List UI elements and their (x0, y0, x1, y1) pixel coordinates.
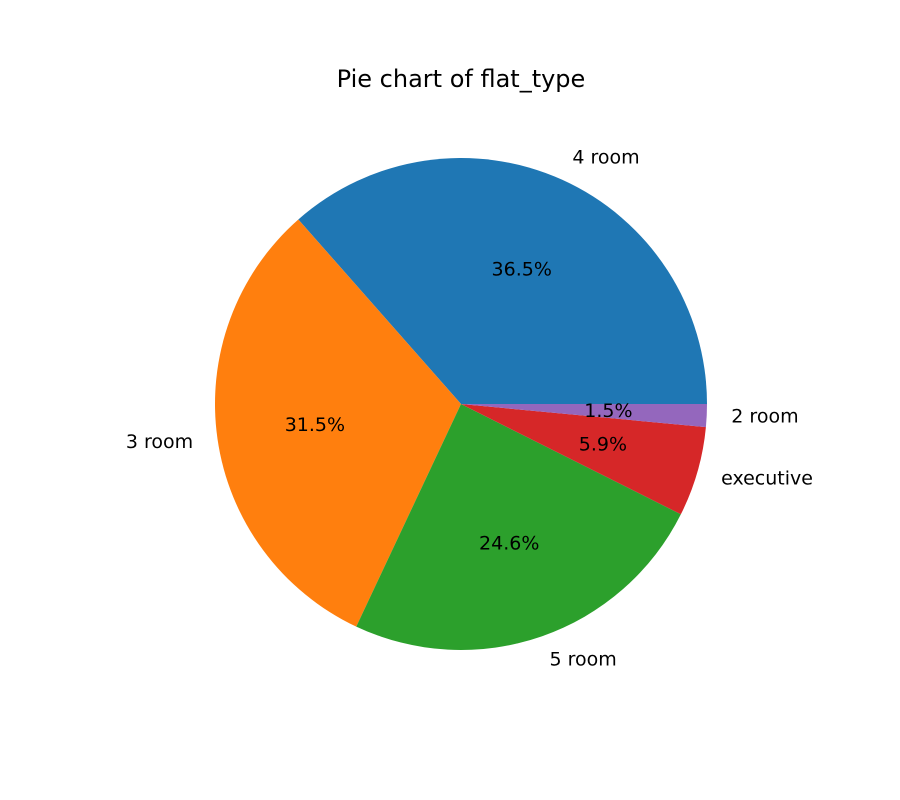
slice-label-executive: executive (721, 468, 813, 490)
slice-label-2-room: 2 room (731, 406, 798, 428)
slice-percent-5-room: 24.6% (479, 533, 539, 555)
slice-percent-executive: 5.9% (579, 434, 627, 456)
slice-percent-4-room: 36.5% (492, 259, 552, 281)
pie-slice-5-room (356, 404, 681, 650)
slice-percent-2-room: 1.5% (584, 400, 632, 422)
slice-label-5-room: 5 room (550, 649, 617, 671)
slice-label-4-room: 4 room (572, 146, 639, 168)
pie-slice-4-room (298, 157, 707, 404)
pie-labels: 4 room 36.5% 3 room 31.5% 5 room 24.6% executi… (126, 146, 813, 670)
pie-slice-2-room (461, 404, 707, 428)
pie-slice-3-room (214, 219, 461, 627)
pie-slices (214, 157, 707, 650)
slice-percent-3-room: 31.5% (285, 414, 345, 436)
pie-slice-executive (461, 404, 706, 515)
slice-label-3-room: 3 room (126, 431, 193, 453)
chart-title: Pie chart of flat_type (337, 65, 586, 93)
